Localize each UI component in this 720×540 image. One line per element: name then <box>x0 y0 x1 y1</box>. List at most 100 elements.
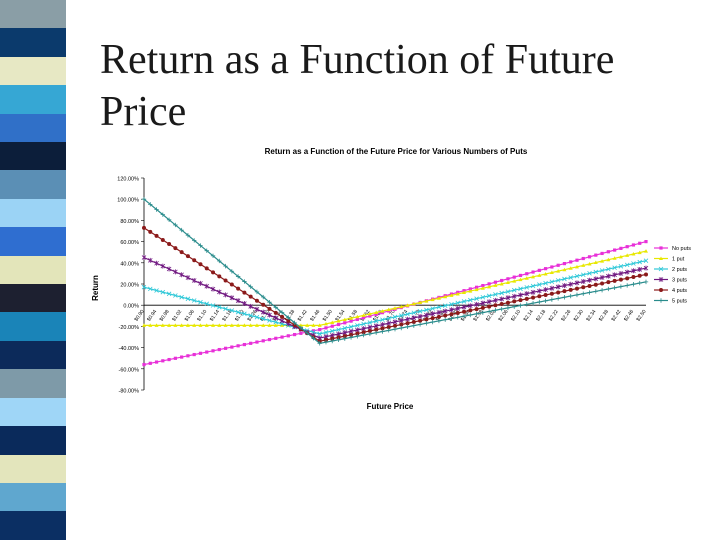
data-point <box>486 293 492 299</box>
data-point <box>562 267 567 272</box>
data-point <box>293 332 297 337</box>
data-point <box>198 351 203 355</box>
data-point <box>236 344 240 348</box>
data-point <box>323 339 329 345</box>
data-point <box>524 276 529 280</box>
data-point <box>405 303 410 307</box>
data-point <box>398 318 404 324</box>
data-point <box>166 217 172 222</box>
data-point <box>468 297 473 303</box>
data-point <box>298 323 303 327</box>
x-tick-label: $2.46 <box>623 309 635 323</box>
data-point <box>267 306 272 311</box>
data-point <box>430 311 435 317</box>
data-point <box>204 266 209 271</box>
data-point <box>618 284 624 289</box>
data-point <box>418 318 423 323</box>
data-point <box>474 301 479 307</box>
y-tick-label: 40.00% <box>120 261 139 267</box>
data-point <box>386 328 391 333</box>
data-point <box>362 316 366 320</box>
stripe-block <box>0 85 66 114</box>
data-point <box>411 319 416 324</box>
data-point <box>480 286 485 290</box>
data-point <box>361 313 366 317</box>
data-point <box>255 340 259 344</box>
data-point <box>273 319 279 325</box>
data-point <box>525 272 529 276</box>
data-point <box>549 285 555 291</box>
data-point <box>248 303 253 309</box>
data-point <box>562 289 567 294</box>
data-point <box>217 274 222 279</box>
data-point <box>330 338 335 344</box>
data-point <box>518 303 523 308</box>
data-point <box>192 238 197 243</box>
x-tick-label: $2.10 <box>510 309 522 323</box>
data-point <box>424 307 429 313</box>
x-tick-label: $1.14 <box>209 309 221 323</box>
data-point <box>518 292 523 298</box>
data-point <box>191 278 197 284</box>
data-point <box>644 272 648 277</box>
data-point <box>342 325 348 331</box>
data-point <box>658 266 664 272</box>
data-point <box>600 251 604 256</box>
data-point <box>637 266 643 272</box>
y-tick-label: 100.00% <box>117 198 139 204</box>
data-point <box>399 325 404 331</box>
data-point <box>574 292 580 298</box>
data-point <box>618 264 624 269</box>
data-point <box>273 310 278 315</box>
data-point <box>192 352 196 357</box>
data-point <box>386 307 391 312</box>
data-point <box>185 296 191 302</box>
data-point <box>261 294 266 300</box>
data-point <box>461 313 467 319</box>
data-point <box>593 269 599 275</box>
data-point <box>380 311 385 315</box>
data-point <box>505 300 510 305</box>
data-point <box>185 254 190 259</box>
data-point <box>659 246 663 250</box>
data-point <box>260 316 266 322</box>
data-point <box>367 331 373 337</box>
data-point <box>593 276 599 282</box>
data-point <box>211 323 216 327</box>
data-point <box>555 278 561 283</box>
data-point <box>330 336 335 341</box>
data-point <box>442 308 448 314</box>
data-point <box>455 300 461 306</box>
data-point <box>555 284 561 290</box>
data-point <box>430 319 435 325</box>
data-point <box>580 272 586 278</box>
data-point <box>261 323 266 327</box>
data-point <box>455 310 460 315</box>
data-point <box>500 278 504 283</box>
data-point <box>512 299 517 304</box>
data-point <box>411 301 416 306</box>
data-point <box>593 282 598 287</box>
legend-label: 2 puts <box>672 267 687 273</box>
legend-label: 4 puts <box>672 288 687 294</box>
data-point <box>329 328 335 334</box>
data-point <box>317 341 322 346</box>
data-point <box>468 303 473 309</box>
decorative-stripe <box>0 0 66 540</box>
data-point <box>569 260 573 264</box>
data-point <box>217 289 222 295</box>
data-point <box>405 311 410 317</box>
data-point <box>562 283 567 289</box>
data-point <box>311 323 316 327</box>
data-point <box>594 253 598 257</box>
data-point <box>192 258 197 263</box>
data-point <box>480 305 485 310</box>
data-point <box>574 280 580 286</box>
stripe-block <box>0 28 66 57</box>
data-point <box>236 286 241 291</box>
data-point <box>323 337 328 342</box>
data-point <box>474 296 479 301</box>
data-point <box>606 250 610 254</box>
data-point <box>380 329 385 334</box>
data-point <box>436 296 441 300</box>
